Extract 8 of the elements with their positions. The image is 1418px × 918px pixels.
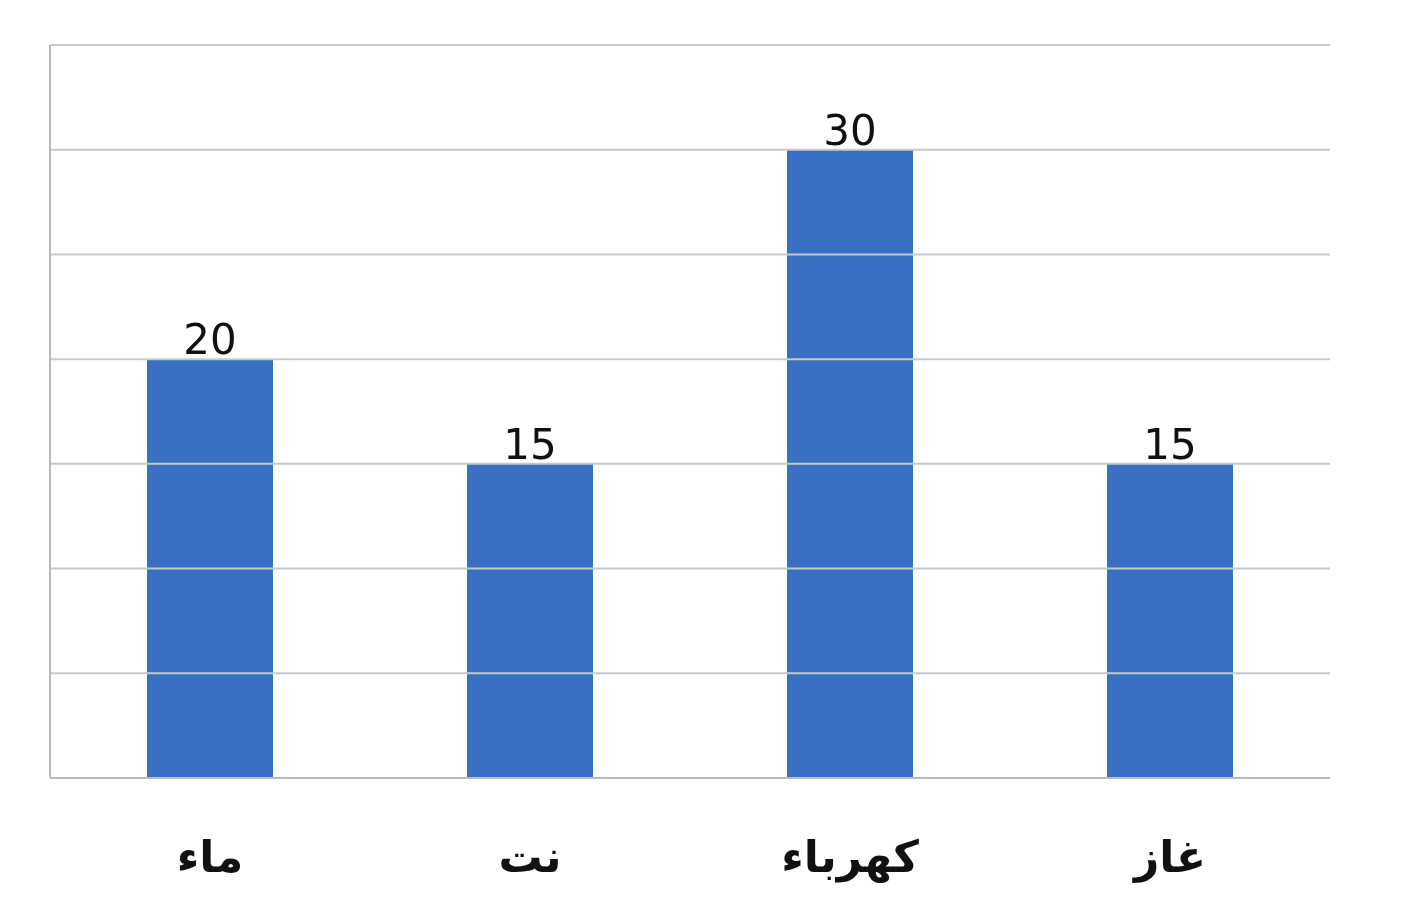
- x-tick-label: غاز: [1132, 831, 1206, 884]
- x-tick-label: كهرباء: [781, 831, 920, 884]
- data-label: 20: [183, 315, 237, 365]
- data-label: 15: [1143, 419, 1197, 469]
- x-tick-label: نت: [498, 831, 562, 883]
- data-label: 15: [503, 419, 557, 469]
- data-label: 30: [823, 105, 877, 155]
- x-tick-label: ماء: [176, 831, 244, 883]
